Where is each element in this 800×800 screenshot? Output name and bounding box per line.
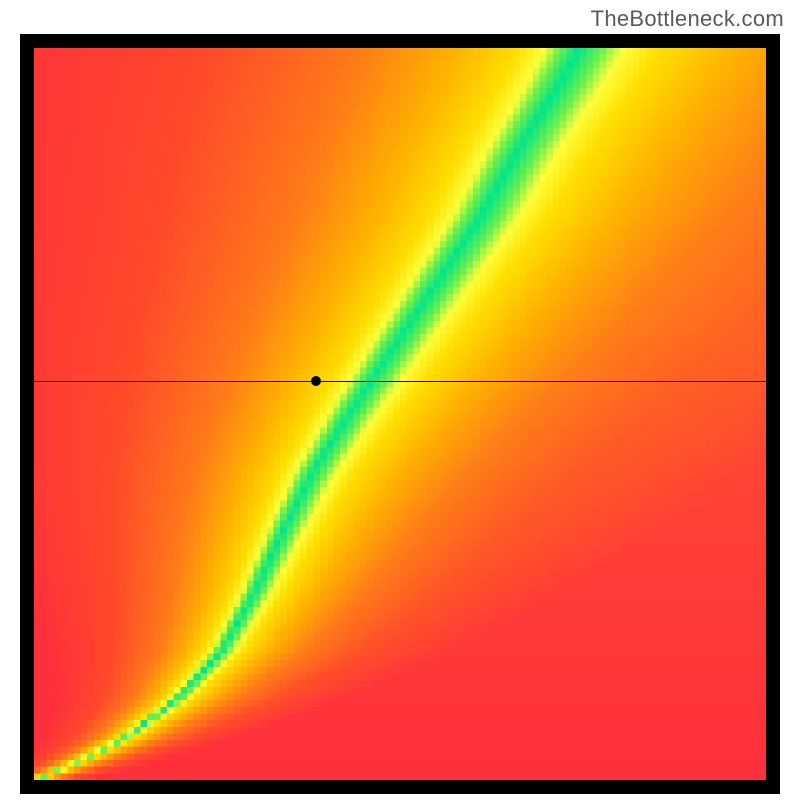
heatmap-inner [34,48,766,780]
crosshair-horizontal [34,381,766,382]
heatmap-canvas [34,48,766,780]
watermark-text: TheBottleneck.com [591,6,784,32]
crosshair-marker-dot [311,376,321,386]
heatmap-frame [20,34,780,794]
root-container: TheBottleneck.com [0,0,800,800]
